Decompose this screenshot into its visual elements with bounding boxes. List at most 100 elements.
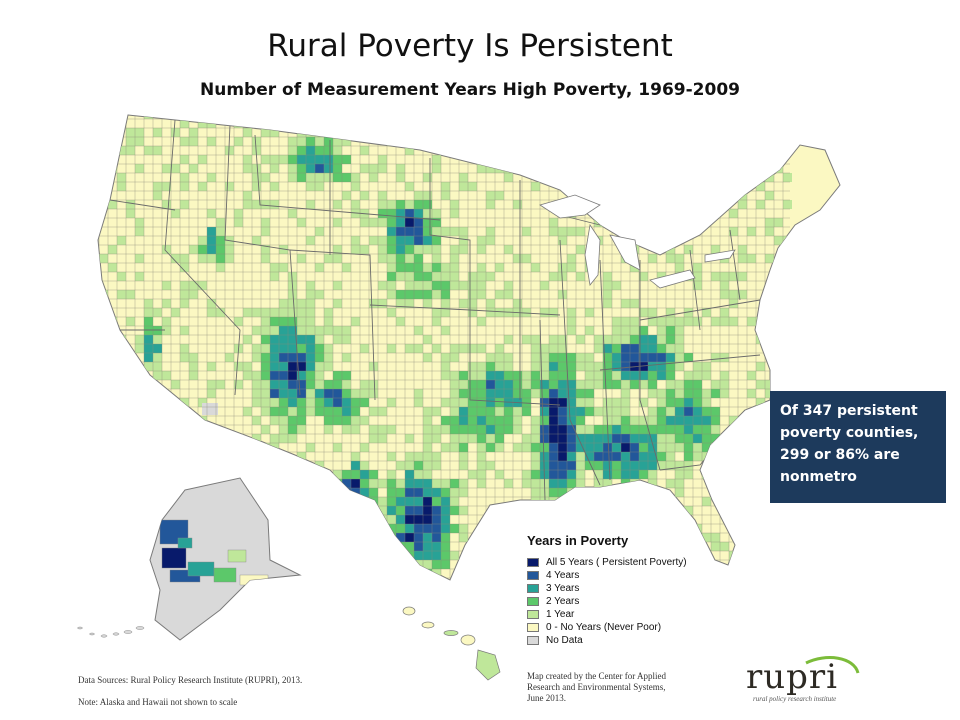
county-cell [729, 488, 738, 497]
county-cell [432, 587, 441, 596]
county-cell [630, 371, 639, 380]
county-cell [234, 137, 243, 146]
county-cell [504, 245, 513, 254]
map-credit: Map created by the Center for Applied Re… [527, 671, 727, 704]
county-cell [98, 578, 99, 580]
county-cell [711, 380, 720, 389]
county-cell [675, 488, 684, 497]
county-cell [639, 326, 648, 335]
county-cell [189, 443, 198, 452]
county-cell [153, 371, 162, 380]
county-cell [621, 326, 630, 335]
county-cell [369, 488, 378, 497]
county-cell [432, 263, 441, 272]
county-cell [153, 362, 162, 371]
county-cell [657, 344, 666, 353]
county-cell [639, 470, 648, 479]
county-cell [576, 524, 585, 533]
county-cell [486, 380, 495, 389]
legend-swatch [527, 558, 539, 567]
county-cell [522, 227, 531, 236]
county-cell [117, 452, 126, 461]
county-cell [315, 146, 324, 155]
county-cell [639, 200, 648, 209]
county-cell [567, 317, 576, 326]
county-cell [729, 434, 738, 443]
county-cell [585, 380, 594, 389]
county-cell [414, 452, 423, 461]
county-cell [594, 479, 603, 488]
county-cell [693, 281, 702, 290]
county-cell [612, 353, 621, 362]
county-cell [180, 137, 189, 146]
legend-label: 1 Year [546, 609, 575, 620]
county-cell [342, 515, 351, 524]
data-sources-note: Data Sources: Rural Policy Research Inst… [78, 675, 303, 685]
county-cell [126, 434, 135, 443]
county-cell [531, 380, 540, 389]
county-cell [99, 443, 108, 452]
county-cell [162, 371, 171, 380]
county-cell [135, 398, 144, 407]
county-cell [756, 182, 765, 191]
county-cell [279, 326, 288, 335]
county-cell [522, 434, 531, 443]
county-cell [441, 551, 450, 560]
county-cell [513, 407, 522, 416]
county-cell [477, 461, 486, 470]
county-cell [549, 443, 558, 452]
county-cell [351, 452, 360, 461]
county-cell [612, 335, 621, 344]
county-cell [450, 416, 459, 425]
county-cell [441, 191, 450, 200]
county-cell [117, 425, 126, 434]
county-cell [576, 407, 585, 416]
county-cell [729, 115, 738, 119]
county-cell [180, 173, 189, 182]
county-cell [684, 371, 693, 380]
county-cell [612, 317, 621, 326]
county-cell [198, 182, 207, 191]
county-cell [180, 398, 189, 407]
county-cell [315, 398, 324, 407]
county-cell [270, 587, 279, 596]
county-cell [423, 263, 432, 272]
county-cell [405, 569, 414, 578]
county-cell [108, 461, 117, 470]
county-cell [387, 200, 396, 209]
county-cell [432, 272, 441, 281]
county-cell [684, 416, 693, 425]
county-cell [711, 542, 720, 551]
county-cell [576, 380, 585, 389]
county-cell [531, 497, 540, 506]
county-cell [666, 362, 675, 371]
county-cell [405, 281, 414, 290]
county-cell [603, 506, 612, 515]
county-cell [621, 173, 630, 182]
county-cell [558, 452, 567, 461]
county-cell [333, 416, 342, 425]
county-cell [441, 479, 450, 488]
county-cell [585, 371, 594, 380]
county-cell [648, 425, 657, 434]
county-cell [387, 560, 396, 569]
county-cell [180, 425, 189, 434]
county-cell [639, 452, 648, 461]
county-cell [405, 290, 414, 299]
county-cell [432, 452, 441, 461]
county-cell [315, 155, 324, 164]
county-cell [369, 434, 378, 443]
county-cell [630, 299, 639, 308]
county-cell [270, 308, 279, 317]
county-cell [477, 443, 486, 452]
county-cell [531, 452, 540, 461]
county-cell [684, 506, 693, 515]
county-cell [306, 182, 315, 191]
county-cell [486, 200, 495, 209]
county-cell [270, 119, 279, 128]
county-cell [414, 254, 423, 263]
county-cell [486, 434, 495, 443]
county-cell [666, 452, 675, 461]
county-cell [576, 335, 585, 344]
county-cell [315, 290, 324, 299]
